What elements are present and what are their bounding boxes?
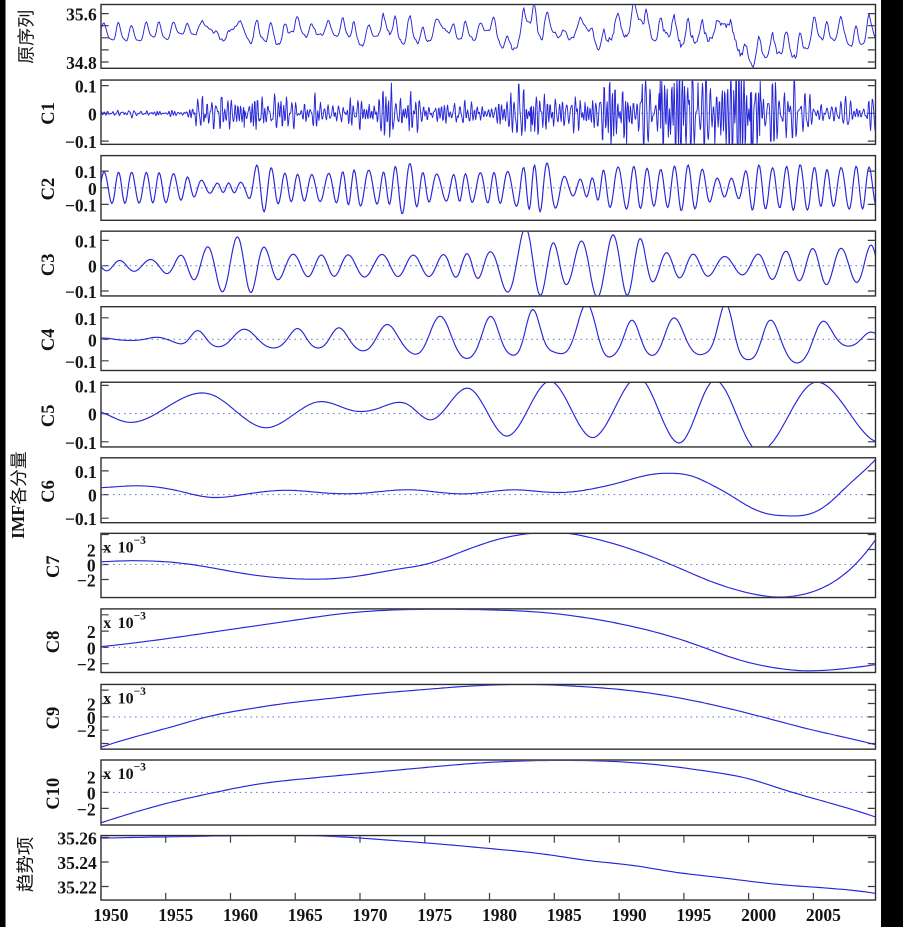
svg-text:35.26: 35.26 [57,829,97,849]
svg-text:C6: C6 [39,480,59,503]
svg-text:C9: C9 [44,707,64,730]
svg-text:C5: C5 [39,404,59,427]
svg-text:1955: 1955 [158,905,193,925]
svg-text:−2: −2 [77,655,96,675]
svg-text:2005: 2005 [806,905,841,925]
svg-text:IMF: IMF [8,505,28,539]
svg-text:0: 0 [87,556,96,576]
svg-text:2000: 2000 [741,905,776,925]
svg-text:0.1: 0.1 [75,376,97,396]
svg-text:1950: 1950 [93,905,128,925]
svg-text:1995: 1995 [676,905,711,925]
svg-text:1985: 1985 [547,905,582,925]
svg-text:34.8: 34.8 [66,53,97,73]
svg-text:C4: C4 [39,328,59,351]
svg-text:0: 0 [88,405,97,425]
svg-text:C1: C1 [39,102,59,125]
svg-text:0: 0 [88,179,97,199]
svg-text:1965: 1965 [288,905,323,925]
svg-text:0: 0 [87,783,96,803]
svg-text:0.1: 0.1 [75,231,97,251]
svg-text:0: 0 [88,104,97,124]
svg-text:0.1: 0.1 [75,77,97,97]
svg-text:C3: C3 [39,253,59,276]
svg-text:2: 2 [87,541,96,561]
svg-text:0.1: 0.1 [75,162,97,182]
svg-text:0: 0 [87,708,96,728]
svg-text:C8: C8 [44,631,64,654]
svg-text:0: 0 [87,638,96,658]
svg-text:35.22: 35.22 [57,878,96,898]
svg-text:−0.1: −0.1 [65,282,97,302]
svg-text:1960: 1960 [223,905,258,925]
svg-text:C10: C10 [44,778,64,810]
svg-text:0.1: 0.1 [75,309,97,329]
svg-text:1990: 1990 [612,905,647,925]
svg-text:2: 2 [87,622,96,642]
svg-text:2: 2 [87,767,96,787]
svg-text:35.24: 35.24 [57,853,97,873]
svg-text:1970: 1970 [353,905,388,925]
svg-text:−0.1: −0.1 [65,433,97,453]
svg-text:−0.1: −0.1 [65,132,97,152]
svg-text:−0.1: −0.1 [65,352,97,372]
svg-text:0: 0 [88,257,97,277]
svg-text:1980: 1980 [482,905,517,925]
svg-text:−2: −2 [77,799,96,819]
svg-text:0: 0 [88,486,97,506]
svg-text:1975: 1975 [417,905,452,925]
svg-text:C2: C2 [39,178,59,201]
svg-text:2: 2 [87,695,96,715]
svg-text:−0.1: −0.1 [65,509,97,529]
svg-text:−2: −2 [77,571,96,591]
svg-text:35.6: 35.6 [66,5,97,25]
svg-text:C7: C7 [44,555,64,578]
svg-text:−2: −2 [77,721,96,741]
svg-text:0: 0 [88,330,97,350]
svg-text:−0.1: −0.1 [65,195,97,215]
svg-text:0.1: 0.1 [75,462,97,482]
